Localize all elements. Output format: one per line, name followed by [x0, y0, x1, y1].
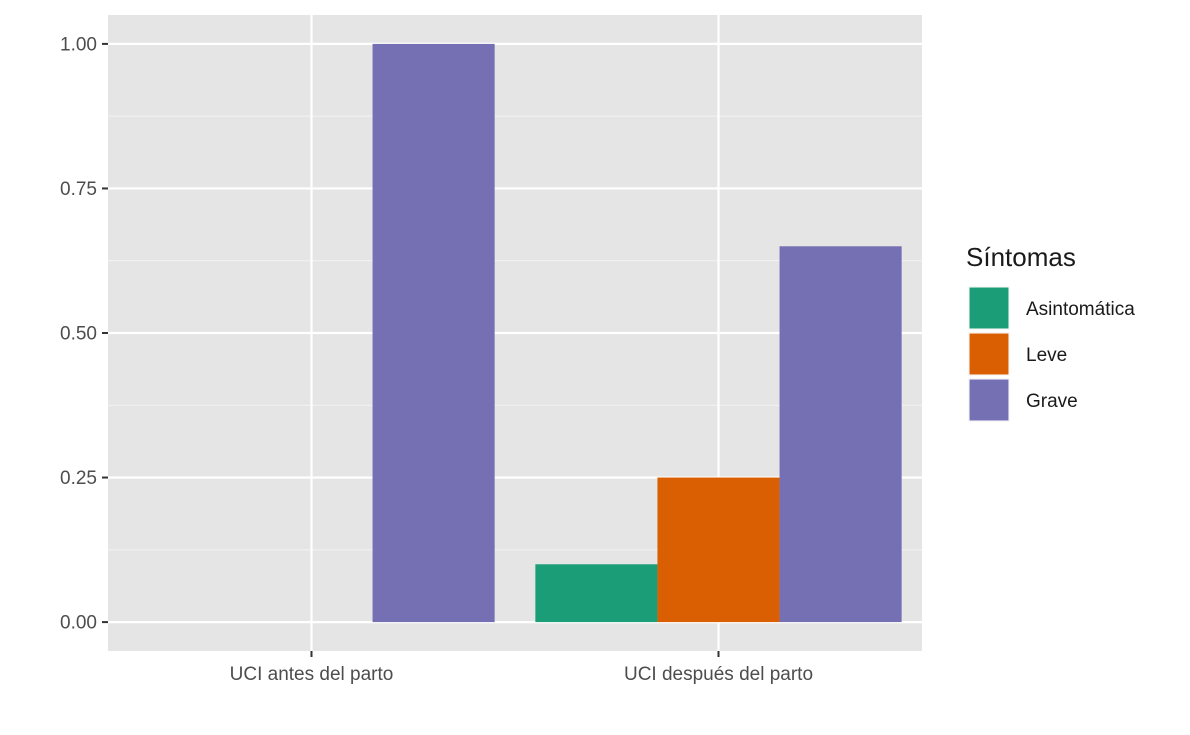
x-tick-label: UCI después del parto: [624, 664, 813, 685]
y-tick-label: 0.00: [60, 613, 97, 634]
bar-grave: [372, 43, 495, 623]
bar-leve: [657, 477, 780, 623]
legend-swatch-asintomática: [968, 286, 1010, 330]
legend-title: Síntomas: [966, 242, 1076, 272]
legend-label: Leve: [1026, 345, 1067, 366]
y-tick-label: 0.25: [60, 468, 97, 489]
y-axis: 0.00 0.25 0.50 0.75 1.00: [60, 34, 108, 634]
legend-label: Grave: [1026, 391, 1078, 412]
legend: Síntomas Asintomática Leve Grave: [966, 242, 1135, 422]
legend-label: Asintomática: [1026, 299, 1135, 320]
y-tick-label: 0.50: [60, 324, 97, 345]
y-tick-label: 0.75: [60, 179, 97, 200]
x-tick-label: UCI antes del parto: [230, 664, 394, 685]
bars: [372, 43, 902, 623]
legend-swatch-leve: [968, 332, 1010, 376]
legend-swatch-grave: [968, 378, 1010, 422]
x-axis: UCI antes del parto UCI después del parto: [230, 651, 813, 685]
y-tick-label: 1.00: [60, 34, 97, 55]
bar-asintomática: [535, 564, 658, 623]
bar-grave: [779, 246, 902, 623]
